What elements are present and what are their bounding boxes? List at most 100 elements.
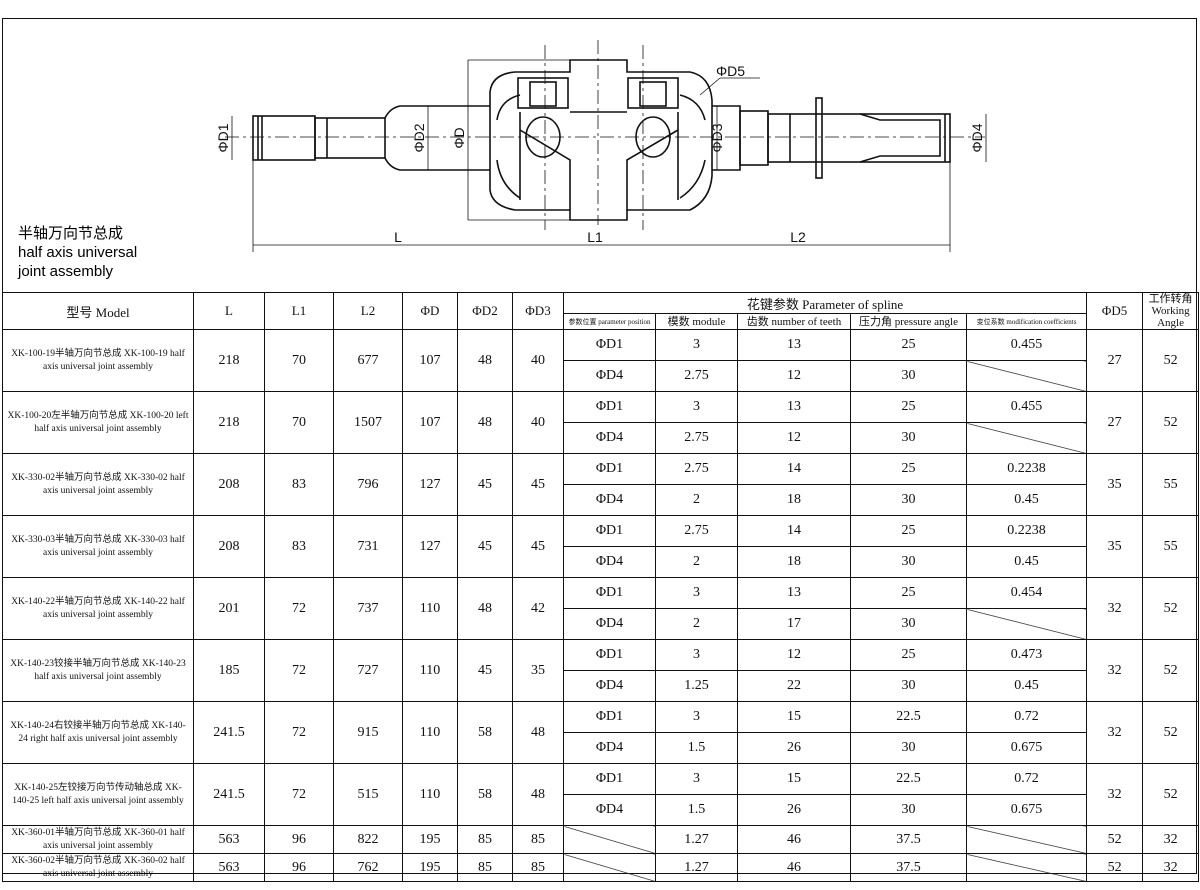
header-l: L [193, 292, 265, 330]
cell-working-angle: 52 [1142, 577, 1200, 640]
cell-d: 110 [402, 701, 458, 764]
cell-working-angle: 52 [1142, 391, 1200, 454]
cell-d: 107 [402, 391, 458, 454]
cell-d5: 32 [1086, 577, 1144, 640]
table-row: ΦD4 1.5 26 30 0.675 [3, 732, 1199, 764]
cell-d: 195 [402, 853, 458, 882]
cell-d3: 45 [512, 515, 564, 578]
cell-module: 2.75 [655, 453, 738, 485]
cell-teeth: 26 [737, 732, 851, 764]
cell-teeth: 26 [737, 794, 851, 826]
cell-d2: 48 [457, 391, 513, 454]
cell-modification-coefficient: 0.45 [965, 670, 1088, 702]
cell-position: ΦD1 [563, 701, 656, 733]
cell-working-angle: 52 [1142, 639, 1200, 702]
cell-position: ΦD4 [563, 732, 656, 764]
cell-d3: 45 [512, 453, 564, 516]
cell-l1: 72 [264, 701, 334, 764]
cell-module: 2 [655, 546, 738, 578]
cell-d3: 85 [512, 853, 564, 882]
header-d3: ΦD3 [512, 292, 564, 330]
cell-module: 2 [655, 608, 738, 640]
cell-l: 185 [193, 639, 265, 702]
cell-working-angle: 55 [1142, 515, 1200, 578]
cell-working-angle: 32 [1142, 853, 1200, 882]
table-row: ΦD4 2.75 12 30 [3, 422, 1199, 454]
cell-module: 1.25 [655, 670, 738, 702]
cell-d2: 45 [457, 453, 513, 516]
cell-d5: 52 [1086, 853, 1144, 882]
cell-d: 110 [402, 763, 458, 826]
cell-d5: 32 [1086, 763, 1144, 826]
cell-d3: 40 [512, 329, 564, 392]
cell-d2: 45 [457, 515, 513, 578]
cell-module: 3 [655, 391, 738, 423]
cell-position: ΦD1 [563, 763, 656, 795]
spec-table-body: XK-100-19半轴万向节总成 XK-100-19 half axis uni… [2, 329, 1200, 882]
cell-teeth: 12 [737, 360, 851, 392]
cell-pressure-angle: 22.5 [850, 763, 967, 795]
cell-position: ΦD1 [563, 453, 656, 485]
cell-l: 563 [193, 853, 265, 882]
header-l1: L1 [264, 292, 334, 330]
cell-teeth: 22 [737, 670, 851, 702]
cell-modification-coefficient: 0.675 [965, 732, 1088, 764]
cell-l: 218 [193, 391, 265, 454]
cell-module: 2.75 [655, 360, 738, 392]
cell-module: 1.27 [655, 825, 738, 854]
cell-modification-coefficient [965, 422, 1088, 454]
cell-d: 127 [402, 515, 458, 578]
cell-d: 110 [402, 639, 458, 702]
cell-d3: 40 [512, 391, 564, 454]
cell-working-angle: 55 [1142, 453, 1200, 516]
cell-l2: 731 [333, 515, 403, 578]
cell-teeth: 15 [737, 763, 851, 795]
header-position: 参数位置 parameter position [563, 313, 656, 330]
cell-d5: 35 [1086, 453, 1144, 516]
header-angle: 压力角 pressure angle [850, 313, 967, 330]
cell-modification-coefficient [965, 853, 1088, 882]
cell-modification-coefficient: 0.675 [965, 794, 1088, 826]
cell-teeth: 14 [737, 515, 851, 547]
label-d5: ΦD5 [716, 63, 745, 79]
cell-d5: 27 [1086, 391, 1144, 454]
cell-modification-coefficient: 0.473 [965, 639, 1088, 671]
table-row: XK-140-22半轴万向节总成 XK-140-22 half axis uni… [2, 577, 1200, 640]
header-d: ΦD [402, 292, 458, 330]
header-d2: ΦD2 [457, 292, 513, 330]
cell-l1: 96 [264, 825, 334, 854]
cell-pressure-angle: 25 [850, 453, 967, 485]
label-l2: L2 [790, 229, 806, 245]
cell-l2: 727 [333, 639, 403, 702]
cell-teeth: 17 [737, 608, 851, 640]
cell-module: 3 [655, 577, 738, 609]
cell-teeth: 46 [737, 853, 851, 882]
cell-d: 107 [402, 329, 458, 392]
table-row: ΦD4 2 18 30 0.45 [3, 484, 1199, 516]
center-lines [225, 40, 985, 230]
model-cell: XK-140-25左铰接万向节传动轴总成 XK-140-25 left half… [2, 763, 194, 826]
cell-position: ΦD4 [563, 422, 656, 454]
cell-l: 208 [193, 515, 265, 578]
cell-l1: 83 [264, 453, 334, 516]
cell-d2: 85 [457, 853, 513, 882]
cell-d5: 35 [1086, 515, 1144, 578]
model-cell: XK-100-19半轴万向节总成 XK-100-19 half axis uni… [2, 329, 194, 392]
cell-pressure-angle: 30 [850, 732, 967, 764]
table-row: XK-140-24右铰接半轴万向节总成 XK-140-24 right half… [2, 701, 1200, 764]
caption-chinese: 半轴万向节总成 [18, 225, 124, 242]
dimension-lines [231, 59, 987, 252]
cell-module: 3 [655, 639, 738, 671]
cell-pressure-angle: 30 [850, 670, 967, 702]
cell-module: 3 [655, 701, 738, 733]
half-axis-joint-drawing: ΦD1 ΦD2 ΦD ΦD3 ΦD4 ΦD5 L L1 L2 [215, 40, 987, 252]
label-d2: ΦD2 [411, 123, 427, 152]
cell-working-angle: 32 [1142, 825, 1200, 854]
cell-modification-coefficient: 0.455 [965, 329, 1088, 361]
cell-l2: 737 [333, 577, 403, 640]
cell-d2: 85 [457, 825, 513, 854]
cell-l1: 83 [264, 515, 334, 578]
cell-teeth: 13 [737, 577, 851, 609]
cell-d: 195 [402, 825, 458, 854]
cell-pressure-angle: 37.5 [850, 825, 967, 854]
